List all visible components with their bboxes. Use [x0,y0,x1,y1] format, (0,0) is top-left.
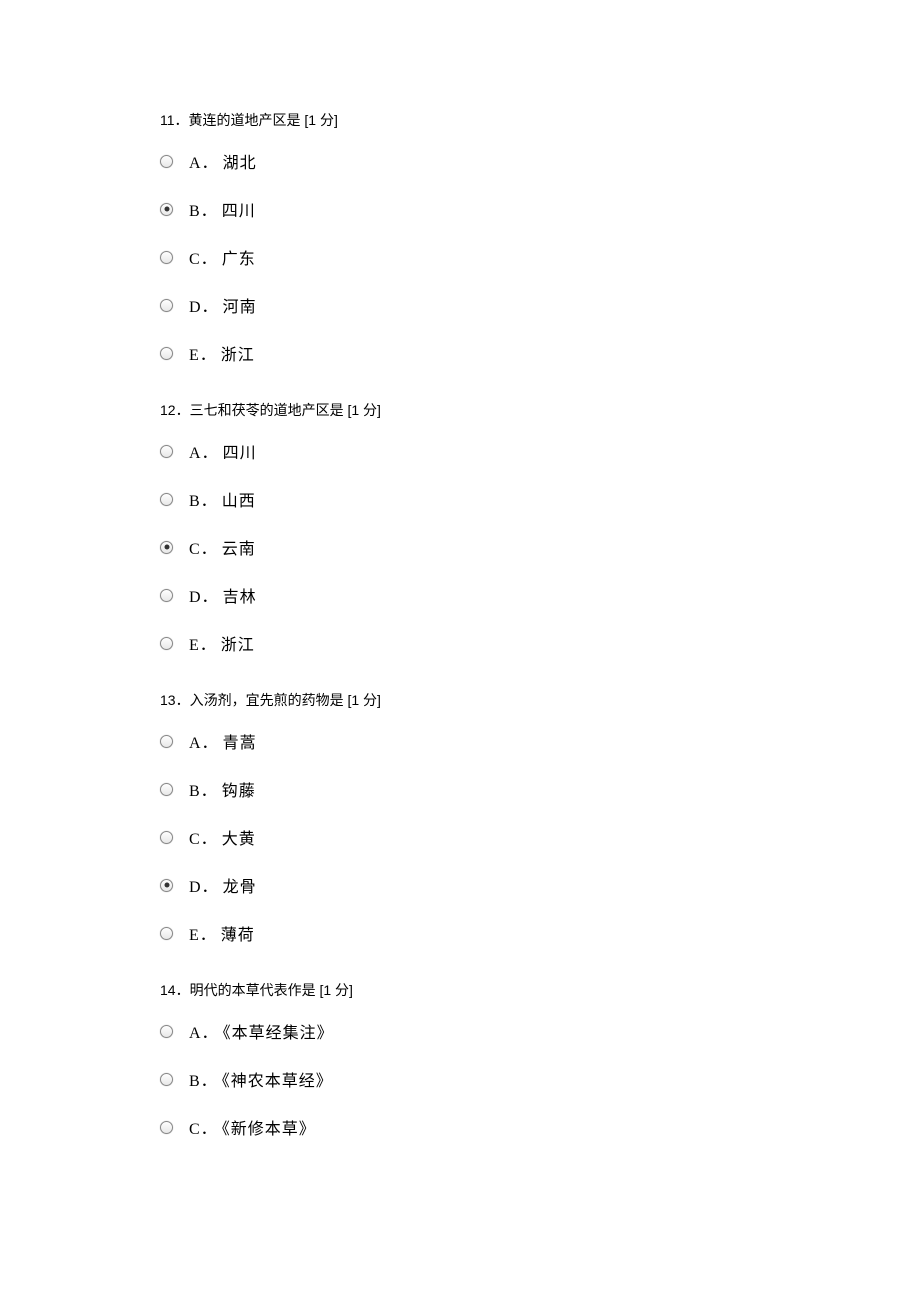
option-row[interactable]: B．山西 [160,487,760,511]
option-text: 《神农本草经》 [222,1073,333,1090]
option-row[interactable]: A．《本草经集注》 [160,1019,760,1043]
radio-button[interactable] [160,251,173,264]
option-text: 薄荷 [221,927,255,944]
option-row[interactable]: C．《新修本草》 [160,1115,760,1139]
option-row[interactable]: D．吉林 [160,583,760,607]
option-text: 广东 [222,251,256,268]
option-label: B．钩藤 [189,777,256,801]
option-row[interactable]: C．广东 [160,245,760,269]
radio-button[interactable] [160,203,173,216]
question-title: 13．入汤剂，宜先煎的药物是 [1 分] [160,690,760,711]
option-text: 钩藤 [222,783,256,800]
option-label: D．龙骨 [189,873,257,897]
radio-button[interactable] [160,879,173,892]
option-letter: B． [189,493,218,510]
radio-button[interactable] [160,445,173,458]
option-row[interactable]: B．四川 [160,197,760,221]
option-label: D．吉林 [189,583,257,607]
option-label: C．《新修本草》 [189,1115,316,1139]
option-letter: E． [189,347,217,364]
option-letter: C． [189,831,218,848]
option-text: 大黄 [222,831,256,848]
option-letter: A． [189,735,219,752]
option-label: A．湖北 [189,149,257,173]
option-text: 湖北 [223,155,257,172]
option-text: 四川 [222,203,256,220]
option-label: A．《本草经集注》 [189,1019,334,1043]
option-letter: C． [189,1121,218,1138]
radio-button[interactable] [160,1121,173,1134]
option-letter: A． [189,1025,219,1042]
option-text: 浙江 [221,637,255,654]
option-row[interactable]: E．薄荷 [160,921,760,945]
question-block: 13．入汤剂，宜先煎的药物是 [1 分] A．青蒿 B．钩藤 C．大黄 D．龙骨 E．薄荷 [160,690,760,945]
option-row[interactable]: B．《神农本草经》 [160,1067,760,1091]
question-block: 14．明代的本草代表作是 [1 分] A．《本草经集注》 B．《神农本草经》 C．《新… [160,980,760,1139]
radio-button[interactable] [160,1073,173,1086]
question-title: 12．三七和茯苓的道地产区是 [1 分] [160,400,760,421]
option-letter: E． [189,927,217,944]
option-label: A．四川 [189,439,257,463]
radio-button[interactable] [160,637,173,650]
option-text: 青蒿 [223,735,257,752]
option-letter: B． [189,783,218,800]
option-row[interactable]: D．龙骨 [160,873,760,897]
option-text: 河南 [223,299,257,316]
option-label: B．《神农本草经》 [189,1067,333,1091]
radio-button[interactable] [160,927,173,940]
option-row[interactable]: A．湖北 [160,149,760,173]
radio-button[interactable] [160,347,173,360]
question-block: 11．黄连的道地产区是 [1 分] A．湖北 B．四川 C．广东 D．河南 E．浙江 [160,110,760,365]
option-label: B．四川 [189,197,256,221]
option-letter: B． [189,203,218,220]
option-label: C．大黄 [189,825,256,849]
option-label: C．广东 [189,245,256,269]
option-text: 四川 [223,445,257,462]
option-letter: E． [189,637,217,654]
radio-button[interactable] [160,831,173,844]
option-row[interactable]: B．钩藤 [160,777,760,801]
question-title: 14．明代的本草代表作是 [1 分] [160,980,760,1001]
radio-button[interactable] [160,299,173,312]
option-letter: C． [189,251,218,268]
option-text: 《新修本草》 [222,1121,316,1138]
option-row[interactable]: C．云南 [160,535,760,559]
option-label: E．薄荷 [189,921,255,945]
option-letter: D． [189,879,219,896]
question-title: 11．黄连的道地产区是 [1 分] [160,110,760,131]
option-text: 山西 [222,493,256,510]
radio-button[interactable] [160,541,173,554]
radio-button[interactable] [160,783,173,796]
option-letter: A． [189,445,219,462]
option-letter: B． [189,1073,218,1090]
option-text: 龙骨 [223,879,257,896]
option-text: 浙江 [221,347,255,364]
option-letter: D． [189,299,219,316]
option-label: C．云南 [189,535,256,559]
option-letter: A． [189,155,219,172]
option-row[interactable]: C．大黄 [160,825,760,849]
option-label: D．河南 [189,293,257,317]
radio-button[interactable] [160,735,173,748]
option-row[interactable]: E．浙江 [160,341,760,365]
radio-button[interactable] [160,1025,173,1038]
question-block: 12．三七和茯苓的道地产区是 [1 分] A．四川 B．山西 C．云南 D．吉林 E．浙江 [160,400,760,655]
radio-button[interactable] [160,155,173,168]
option-label: B．山西 [189,487,256,511]
option-text: 《本草经集注》 [223,1025,334,1042]
option-label: E．浙江 [189,341,255,365]
option-row[interactable]: E．浙江 [160,631,760,655]
radio-button[interactable] [160,589,173,602]
option-row[interactable]: A．青蒿 [160,729,760,753]
option-label: E．浙江 [189,631,255,655]
option-text: 吉林 [223,589,257,606]
radio-button[interactable] [160,493,173,506]
option-letter: C． [189,541,218,558]
option-letter: D． [189,589,219,606]
option-label: A．青蒿 [189,729,257,753]
option-row[interactable]: A．四川 [160,439,760,463]
option-row[interactable]: D．河南 [160,293,760,317]
option-text: 云南 [222,541,256,558]
